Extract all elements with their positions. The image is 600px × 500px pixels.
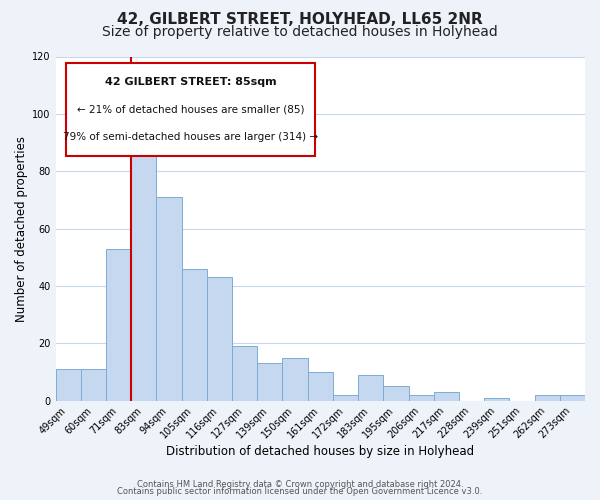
Bar	[182, 268, 207, 400]
Bar	[535, 395, 560, 400]
Text: 42 GILBERT STREET: 85sqm: 42 GILBERT STREET: 85sqm	[105, 77, 277, 87]
Text: Contains public sector information licensed under the Open Government Licence v3: Contains public sector information licen…	[118, 488, 482, 496]
Text: 42, GILBERT STREET, HOLYHEAD, LL65 2NR: 42, GILBERT STREET, HOLYHEAD, LL65 2NR	[117, 12, 483, 28]
FancyBboxPatch shape	[66, 64, 315, 156]
Bar	[106, 248, 131, 400]
Bar	[131, 140, 157, 400]
X-axis label: Distribution of detached houses by size in Holyhead: Distribution of detached houses by size …	[166, 444, 475, 458]
Bar	[333, 395, 358, 400]
Bar	[232, 346, 257, 401]
Bar	[409, 395, 434, 400]
Bar	[81, 369, 106, 400]
Bar	[207, 278, 232, 400]
Text: ← 21% of detached houses are smaller (85): ← 21% of detached houses are smaller (85…	[77, 104, 304, 115]
Bar	[257, 364, 283, 401]
Bar	[434, 392, 459, 400]
Text: Contains HM Land Registry data © Crown copyright and database right 2024.: Contains HM Land Registry data © Crown c…	[137, 480, 463, 489]
Bar	[560, 395, 585, 400]
Text: Size of property relative to detached houses in Holyhead: Size of property relative to detached ho…	[102, 25, 498, 39]
Bar	[484, 398, 509, 400]
Bar	[358, 375, 383, 400]
Bar	[283, 358, 308, 401]
Y-axis label: Number of detached properties: Number of detached properties	[15, 136, 28, 322]
Bar	[157, 197, 182, 400]
Bar	[308, 372, 333, 400]
Bar	[383, 386, 409, 400]
Text: 79% of semi-detached houses are larger (314) →: 79% of semi-detached houses are larger (…	[63, 132, 318, 142]
Bar	[56, 369, 81, 400]
